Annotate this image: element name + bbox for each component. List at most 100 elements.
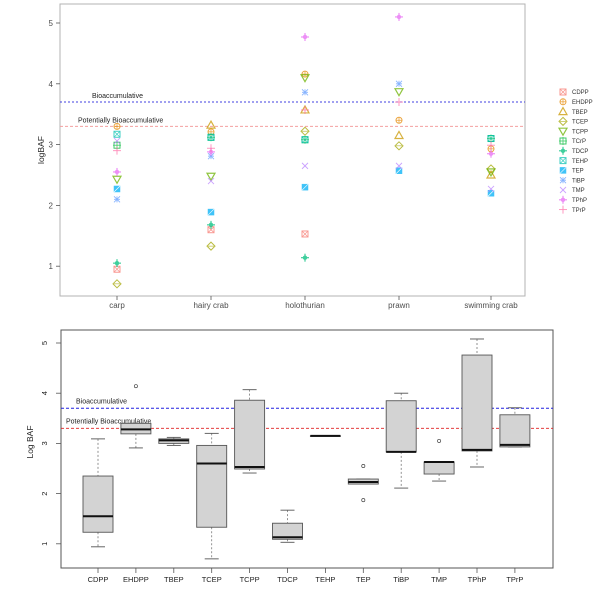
- marker-triangle: [205, 119, 217, 129]
- x-tick-label: TDCP: [277, 575, 297, 584]
- data-point-tmp: [207, 177, 215, 185]
- y-tick-label: 3: [49, 141, 54, 150]
- box-body: [196, 444, 228, 528]
- data-point-ehdpp: [301, 70, 309, 78]
- data-point-tep: [301, 183, 309, 191]
- marker-line: [113, 265, 121, 273]
- data-point-tehp: [301, 136, 309, 144]
- marker-line: [395, 162, 403, 170]
- marker-diamond: [394, 141, 404, 151]
- top-y-axis: 1 2 3 4 5: [49, 19, 60, 271]
- box-body: [385, 400, 417, 453]
- outlier-point: [361, 464, 366, 468]
- marker-triangle-down: [299, 74, 311, 83]
- marker-line: [113, 185, 121, 193]
- x-tick-label: holothurian: [285, 301, 325, 310]
- x-tick-label: CDPP: [88, 575, 109, 584]
- data-point-tep: [113, 185, 121, 193]
- outlier-point: [361, 498, 366, 503]
- marker-triangle: [557, 106, 569, 116]
- data-point-tmp: [301, 162, 309, 170]
- data-point-tmp: [395, 162, 403, 170]
- bottom-y-axis-title: Log BAF: [25, 425, 35, 458]
- data-point-tibp: [113, 196, 121, 203]
- data-point-tprp: [395, 98, 403, 107]
- marker-line: [113, 196, 121, 203]
- marker-line: [487, 185, 495, 193]
- data-point-tep: [207, 208, 215, 216]
- box-tdcp: [272, 509, 303, 543]
- marker-line: [301, 183, 309, 191]
- data-point-tdcp: [207, 220, 215, 229]
- bottom-boxes: [82, 338, 531, 560]
- data-point-tibp: [301, 88, 309, 96]
- box-body: [309, 435, 341, 437]
- marker-line: [559, 88, 567, 96]
- legend-label: TCEP: [572, 120, 588, 126]
- marker-line: [559, 176, 567, 184]
- marker-line: [301, 136, 309, 144]
- reference-line-label: Bioaccumulative: [76, 398, 127, 405]
- marker-diamond: [486, 164, 496, 174]
- marker-line: [207, 226, 215, 234]
- marker-line: [207, 134, 215, 141]
- legend-label: TBEP: [572, 110, 588, 116]
- marker-line: [301, 162, 309, 170]
- reference-line-label: Potentially Bioaccumulative: [66, 418, 151, 425]
- box-body: [499, 414, 531, 448]
- marker-line: [395, 80, 403, 88]
- marker-line: [487, 135, 495, 142]
- legend-label: TPhP: [572, 198, 587, 204]
- box-tcep: [196, 432, 228, 560]
- x-tick-label: TBEP: [164, 575, 184, 584]
- legend-label: TEHP: [572, 159, 588, 165]
- legend-key-tmp: [559, 186, 567, 194]
- box-body: [234, 399, 266, 470]
- data-point-tphp: [301, 32, 309, 41]
- box-ehdpp: [120, 384, 152, 449]
- data-point-tcpp: [111, 175, 123, 185]
- marker-line: [559, 157, 567, 164]
- marker-line: [301, 230, 309, 238]
- box-body: [461, 354, 493, 452]
- y-tick-label: 5: [49, 19, 54, 28]
- data-point-tdcp: [113, 259, 121, 268]
- data-point-tcep: [300, 126, 310, 136]
- marker-triangle-down: [111, 175, 123, 185]
- legend-key-ehdpp: [559, 98, 567, 106]
- top-y-axis-title: logBAF: [36, 136, 46, 164]
- top-plot-panel: [59, 3, 526, 297]
- bottom-plot-panel: [60, 329, 554, 569]
- reference-line-label: Potentially Bioaccumulative: [78, 117, 163, 124]
- marker-square: [207, 133, 215, 141]
- x-tick-label: TiBP: [393, 575, 409, 584]
- data-point-tmp: [487, 185, 495, 193]
- box-tbep: [158, 436, 190, 446]
- box-body: [158, 438, 190, 444]
- marker-diamond: [206, 241, 216, 251]
- y-tick-label: 3: [40, 441, 49, 445]
- marker-triangle: [485, 169, 497, 179]
- legend-key-tphp: [559, 195, 567, 204]
- data-point-tcep: [112, 279, 122, 289]
- legend-key-cdpp: [559, 88, 567, 96]
- box-tibp: [385, 392, 417, 489]
- legend-label: TEP: [572, 169, 584, 175]
- top-reference-lines: Bioaccumulative Potentially Bioaccumulati…: [60, 93, 525, 127]
- data-point-tphp: [113, 167, 121, 176]
- marker-diamond: [558, 116, 568, 127]
- bottom-x-axis: CDPP EHDPP TBEP TCEP TCPP TDCP TEHP TEP TiBP TMP T…: [88, 568, 523, 584]
- legend-label: TDCP: [572, 149, 588, 155]
- marker-triangle-down: [393, 88, 405, 97]
- y-tick-label: 1: [40, 542, 49, 546]
- box-body: [120, 422, 152, 435]
- y-tick-label: 4: [49, 80, 54, 89]
- data-point-tibp: [395, 80, 403, 88]
- y-tick-label: 2: [40, 492, 49, 496]
- box-tehp: [309, 434, 341, 437]
- data-point-tcep: [206, 241, 216, 251]
- box-tcpp: [234, 389, 266, 474]
- marker-line: [207, 208, 215, 216]
- data-point-ehdpp: [395, 116, 403, 124]
- marker-triangle-down: [205, 172, 217, 182]
